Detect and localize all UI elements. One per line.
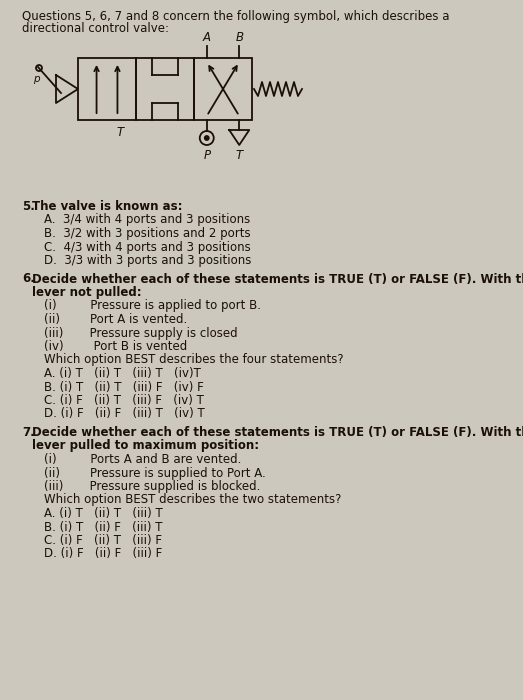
Text: The valve is known as:: The valve is known as: [32,200,183,213]
Text: T: T [236,149,243,162]
Text: Which option BEST describes the four statements?: Which option BEST describes the four sta… [44,354,344,367]
Text: A. (i) T   (ii) T   (iii) T   (iv)T: A. (i) T (ii) T (iii) T (iv)T [44,367,201,380]
Text: D.  3/3 with 3 ports and 3 positions: D. 3/3 with 3 ports and 3 positions [44,254,252,267]
Text: B.  3/2 with 3 positions and 2 ports: B. 3/2 with 3 positions and 2 ports [44,227,251,240]
Text: 7.: 7. [22,426,35,439]
Text: C. (i) F   (ii) T   (iii) F: C. (i) F (ii) T (iii) F [44,534,162,547]
Text: T: T [116,126,123,139]
Text: D. (i) F   (ii) F   (iii) T   (iv) T: D. (i) F (ii) F (iii) T (iv) T [44,407,204,421]
Text: Questions 5, 6, 7 and 8 concern the following symbol, which describes a: Questions 5, 6, 7 and 8 concern the foll… [22,10,449,23]
Text: B: B [235,31,243,44]
Text: (iv)        Port B is vented: (iv) Port B is vented [44,340,187,353]
Text: A: A [203,31,211,44]
Text: B. (i) T   (ii) F   (iii) T: B. (i) T (ii) F (iii) T [44,521,163,533]
Text: (iii)       Pressure supplied is blocked.: (iii) Pressure supplied is blocked. [44,480,260,493]
Text: A.  3/4 with 4 ports and 3 positions: A. 3/4 with 4 ports and 3 positions [44,214,250,227]
Text: Decide whether each of these statements is TRUE (T) or FALSE (F). With the: Decide whether each of these statements … [32,426,523,439]
Text: D. (i) F   (ii) F   (iii) F: D. (i) F (ii) F (iii) F [44,547,162,561]
Text: (iii)       Pressure supply is closed: (iii) Pressure supply is closed [44,326,237,340]
Circle shape [204,136,209,140]
Bar [78,58,136,120]
Text: A. (i) T   (ii) T   (iii) T: A. (i) T (ii) T (iii) T [44,507,163,520]
Text: lever not pulled:: lever not pulled: [32,286,142,299]
Text: lever pulled to maximum position:: lever pulled to maximum position: [32,440,259,452]
Bar [136,58,194,120]
Bar [194,58,252,120]
Text: directional control valve:: directional control valve: [22,22,169,35]
Text: (i)         Pressure is applied to port B.: (i) Pressure is applied to port B. [44,300,261,312]
Text: (ii)        Port A is vented.: (ii) Port A is vented. [44,313,187,326]
Text: C. (i) F   (ii) T   (iii) F   (iv) T: C. (i) F (ii) T (iii) F (iv) T [44,394,204,407]
Text: p: p [33,74,40,84]
Text: C.  4/3 with 4 ports and 3 positions: C. 4/3 with 4 ports and 3 positions [44,241,251,253]
Text: Decide whether each of these statements is TRUE (T) or FALSE (F). With the: Decide whether each of these statements … [32,272,523,286]
Text: 5.: 5. [22,200,35,213]
Text: B. (i) T   (ii) T   (iii) F   (iv) F: B. (i) T (ii) T (iii) F (iv) F [44,381,204,393]
Text: Which option BEST describes the two statements?: Which option BEST describes the two stat… [44,494,342,507]
Text: (i)         Ports A and B are vented.: (i) Ports A and B are vented. [44,453,242,466]
Text: (ii)        Pressure is supplied to Port A.: (ii) Pressure is supplied to Port A. [44,466,266,480]
Text: 6.: 6. [22,272,35,286]
Text: P: P [203,149,210,162]
